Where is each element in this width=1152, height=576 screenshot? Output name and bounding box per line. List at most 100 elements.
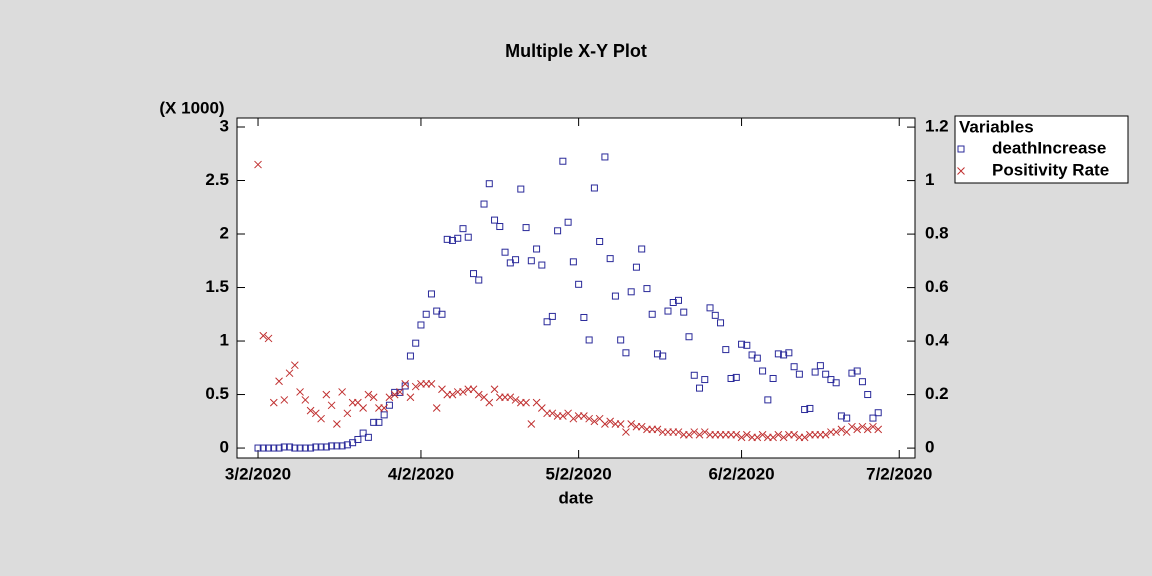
- point: [580, 313, 588, 321]
- point: [622, 428, 630, 436]
- point: [301, 396, 310, 404]
- point: [333, 442, 341, 450]
- y2-tick-label: 1.2: [925, 117, 949, 136]
- point: [853, 425, 862, 434]
- point: [753, 354, 761, 362]
- point: [695, 430, 704, 439]
- point: [286, 443, 294, 451]
- point: [632, 263, 640, 271]
- point: [491, 216, 499, 224]
- legend-title: Variables: [959, 117, 1034, 136]
- point: [659, 352, 667, 360]
- point: [270, 444, 278, 452]
- point: [385, 393, 394, 402]
- point: [606, 417, 615, 426]
- point: [517, 185, 525, 193]
- y2-tick-label: 0.8: [925, 224, 949, 243]
- point: [822, 370, 830, 378]
- legend-label: Positivity Rate: [992, 160, 1109, 179]
- point: [601, 153, 609, 161]
- point: [338, 388, 346, 396]
- y-tick-label: 1.5: [205, 277, 229, 296]
- point: [648, 310, 656, 318]
- point: [296, 444, 304, 452]
- point: [863, 425, 872, 434]
- point: [853, 367, 861, 375]
- point: [843, 414, 851, 422]
- point: [774, 350, 782, 358]
- point: [727, 374, 735, 382]
- point: [554, 227, 562, 235]
- legend-label: deathIncrease: [992, 138, 1106, 157]
- point: [790, 363, 798, 371]
- point: [811, 368, 819, 376]
- point: [512, 256, 520, 264]
- point: [590, 417, 599, 426]
- point: [448, 236, 456, 244]
- point: [432, 404, 441, 412]
- point: [391, 388, 399, 396]
- x-tick-label: 6/2/2020: [708, 464, 774, 483]
- point: [653, 425, 662, 434]
- y-tick-label: 3: [220, 116, 229, 135]
- point: [696, 384, 704, 392]
- point: [674, 428, 683, 436]
- point: [269, 398, 278, 407]
- point: [701, 376, 709, 384]
- y2-tick-label: 0.4: [925, 331, 949, 350]
- point: [785, 349, 793, 357]
- point: [743, 341, 751, 349]
- point: [401, 380, 410, 388]
- point: [322, 390, 331, 399]
- point: [506, 393, 515, 402]
- point: [780, 351, 788, 359]
- point: [427, 380, 436, 388]
- point: [364, 390, 373, 399]
- point: [585, 336, 593, 344]
- point: [259, 444, 267, 452]
- point: [490, 385, 499, 394]
- point: [837, 412, 845, 420]
- point: [759, 367, 767, 375]
- legend-marker: [957, 167, 965, 175]
- y2-tick-label: 0.6: [925, 277, 949, 296]
- x-tick-label: 4/2/2020: [388, 464, 454, 483]
- point: [869, 422, 877, 431]
- point: [417, 321, 425, 329]
- point: [821, 430, 830, 439]
- point: [254, 444, 262, 452]
- y-tick-label: 2.5: [205, 170, 229, 189]
- point: [285, 369, 294, 378]
- point: [511, 396, 520, 404]
- point: [264, 334, 273, 343]
- point: [711, 311, 719, 319]
- y2-tick-label: 0.2: [925, 384, 949, 403]
- x-tick-label: 7/2/2020: [866, 464, 932, 483]
- point: [559, 412, 567, 420]
- point: [333, 420, 341, 428]
- point: [706, 304, 714, 312]
- point: [459, 225, 467, 233]
- point: [548, 312, 556, 320]
- point: [375, 418, 383, 426]
- point: [306, 406, 315, 415]
- point: [522, 224, 530, 232]
- point: [480, 200, 488, 208]
- point: [317, 443, 325, 451]
- point: [359, 404, 367, 412]
- legend-box: [954, 115, 1129, 184]
- point: [627, 420, 636, 428]
- point: [832, 428, 841, 436]
- point: [669, 299, 677, 307]
- point: [527, 257, 535, 265]
- point: [533, 245, 541, 253]
- point: [406, 393, 415, 402]
- point: [401, 382, 409, 390]
- point: [653, 350, 661, 358]
- point: [296, 388, 304, 396]
- point: [874, 425, 883, 434]
- point: [290, 361, 299, 370]
- point: [858, 422, 867, 431]
- point: [291, 444, 299, 452]
